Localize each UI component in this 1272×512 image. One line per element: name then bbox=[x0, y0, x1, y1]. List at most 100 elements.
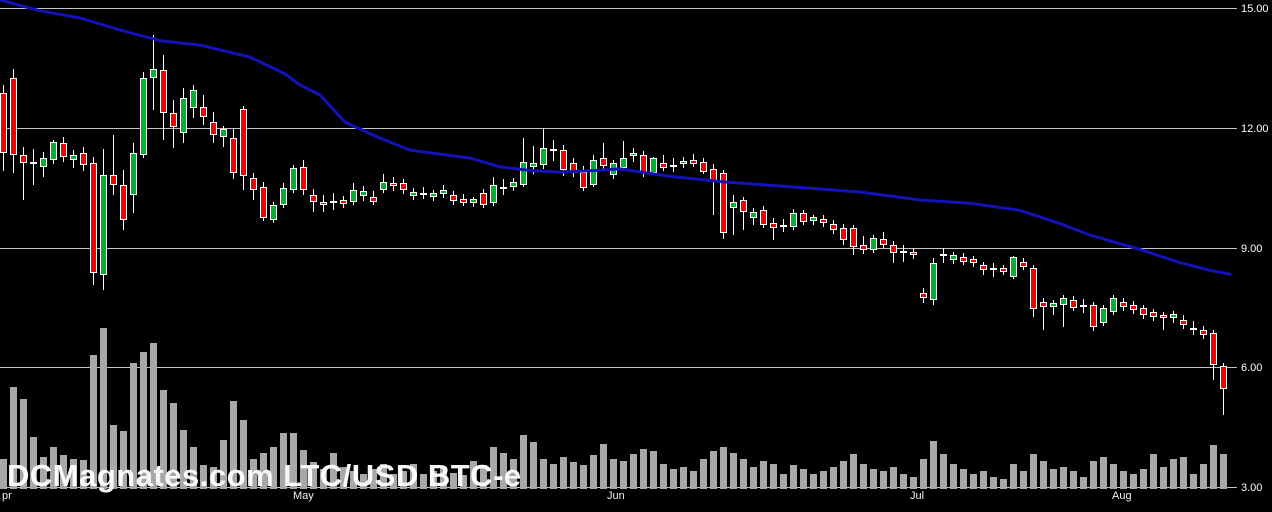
candle-body bbox=[739, 199, 747, 212]
volume-bar bbox=[349, 471, 357, 489]
volume-bar bbox=[899, 474, 907, 489]
volume-bar bbox=[99, 328, 107, 489]
volume-bar bbox=[1109, 464, 1117, 489]
candle-body bbox=[779, 225, 787, 228]
candle-body bbox=[619, 158, 627, 169]
volume-bar bbox=[1189, 474, 1197, 489]
volume-bar bbox=[619, 461, 627, 489]
volume-bar bbox=[59, 455, 67, 489]
volume-bar bbox=[1019, 471, 1027, 489]
volume-bar bbox=[989, 477, 997, 489]
candle-wick bbox=[1043, 297, 1044, 330]
volume-bar bbox=[699, 459, 707, 489]
volume-bar bbox=[529, 442, 537, 489]
volume-bar bbox=[1149, 454, 1157, 489]
candle-body bbox=[459, 198, 467, 203]
candle-body bbox=[539, 148, 547, 165]
volume-bar bbox=[129, 363, 137, 489]
candle-body bbox=[499, 186, 507, 189]
candle-body bbox=[919, 293, 927, 298]
candle-wick bbox=[1053, 299, 1054, 315]
volume-bar bbox=[279, 433, 287, 489]
volume-bar bbox=[319, 469, 327, 489]
candle-body bbox=[949, 255, 957, 260]
candle-body bbox=[999, 267, 1007, 272]
candle-body bbox=[589, 160, 597, 185]
x-axis-month-label: pr bbox=[2, 490, 12, 502]
volume-bar bbox=[779, 474, 787, 489]
volume-bar bbox=[209, 467, 217, 489]
candle-body bbox=[1129, 304, 1137, 311]
candle-body bbox=[189, 89, 197, 108]
candle-wick bbox=[33, 148, 34, 185]
volume-bar bbox=[1199, 464, 1207, 489]
y-axis-tick-label: 12.00 bbox=[1241, 123, 1269, 135]
y-axis-tick-label: 6.00 bbox=[1241, 362, 1263, 374]
volume-bar bbox=[1069, 471, 1077, 489]
candle-wick bbox=[113, 134, 114, 195]
volume-bar bbox=[309, 462, 317, 489]
candle-body bbox=[1079, 304, 1087, 307]
candle-body bbox=[759, 209, 767, 226]
candle-body bbox=[339, 199, 347, 204]
volume-bar bbox=[839, 461, 847, 489]
volume-bar bbox=[1099, 457, 1107, 489]
candle-body bbox=[429, 192, 437, 197]
candle-body bbox=[799, 213, 807, 222]
volume-bar bbox=[929, 441, 937, 489]
volume-bar bbox=[1059, 467, 1067, 489]
candle-body bbox=[229, 138, 237, 173]
candle-body bbox=[1049, 302, 1057, 307]
volume-bar bbox=[1089, 461, 1097, 489]
candle-body bbox=[149, 69, 157, 78]
candle-body bbox=[969, 259, 977, 264]
candle-body bbox=[1199, 329, 1207, 335]
volume-bar bbox=[389, 474, 397, 489]
candle-body bbox=[659, 162, 667, 169]
volume-bar bbox=[409, 464, 417, 489]
volume-bar bbox=[69, 459, 77, 489]
x-axis-month-label: May bbox=[293, 490, 314, 502]
volume-bar bbox=[1119, 471, 1127, 489]
candle-body bbox=[89, 162, 97, 274]
volume-bar bbox=[749, 467, 757, 489]
candle-body bbox=[1119, 302, 1127, 307]
volume-bar bbox=[659, 464, 667, 489]
candle-body bbox=[1139, 308, 1147, 315]
candle-body bbox=[819, 219, 827, 224]
volume-bar bbox=[299, 450, 307, 489]
volume-bar bbox=[889, 467, 897, 489]
candle-body bbox=[1149, 312, 1157, 317]
volume-bar bbox=[439, 467, 447, 489]
candle-body bbox=[529, 162, 537, 167]
volume-bar bbox=[399, 471, 407, 489]
volume-bar bbox=[179, 430, 187, 489]
volume-bar bbox=[419, 474, 427, 489]
candle-body bbox=[419, 192, 427, 195]
candle-body bbox=[449, 194, 457, 201]
volume-bar bbox=[919, 459, 927, 489]
candle-body bbox=[209, 121, 217, 135]
candle-body bbox=[1219, 366, 1227, 389]
candle-body bbox=[389, 182, 397, 187]
volume-bar bbox=[369, 469, 377, 489]
volume-bar bbox=[1219, 454, 1227, 489]
volume-bar bbox=[249, 459, 257, 489]
volume-bar bbox=[1139, 469, 1147, 489]
candle-body bbox=[289, 168, 297, 191]
volume-bar bbox=[1039, 461, 1047, 489]
candle-body bbox=[69, 154, 77, 161]
candle-body bbox=[679, 160, 687, 165]
candle-body bbox=[359, 190, 367, 196]
volume-bar bbox=[1179, 457, 1187, 489]
candle-body bbox=[309, 194, 317, 202]
candle-body bbox=[699, 162, 707, 173]
candle-body bbox=[259, 186, 267, 218]
candle-body bbox=[1159, 314, 1167, 318]
candle-wick bbox=[533, 146, 534, 175]
candle-body bbox=[709, 168, 717, 183]
candle-body bbox=[719, 172, 727, 234]
candle-body bbox=[169, 112, 177, 127]
candle-body bbox=[329, 200, 337, 203]
